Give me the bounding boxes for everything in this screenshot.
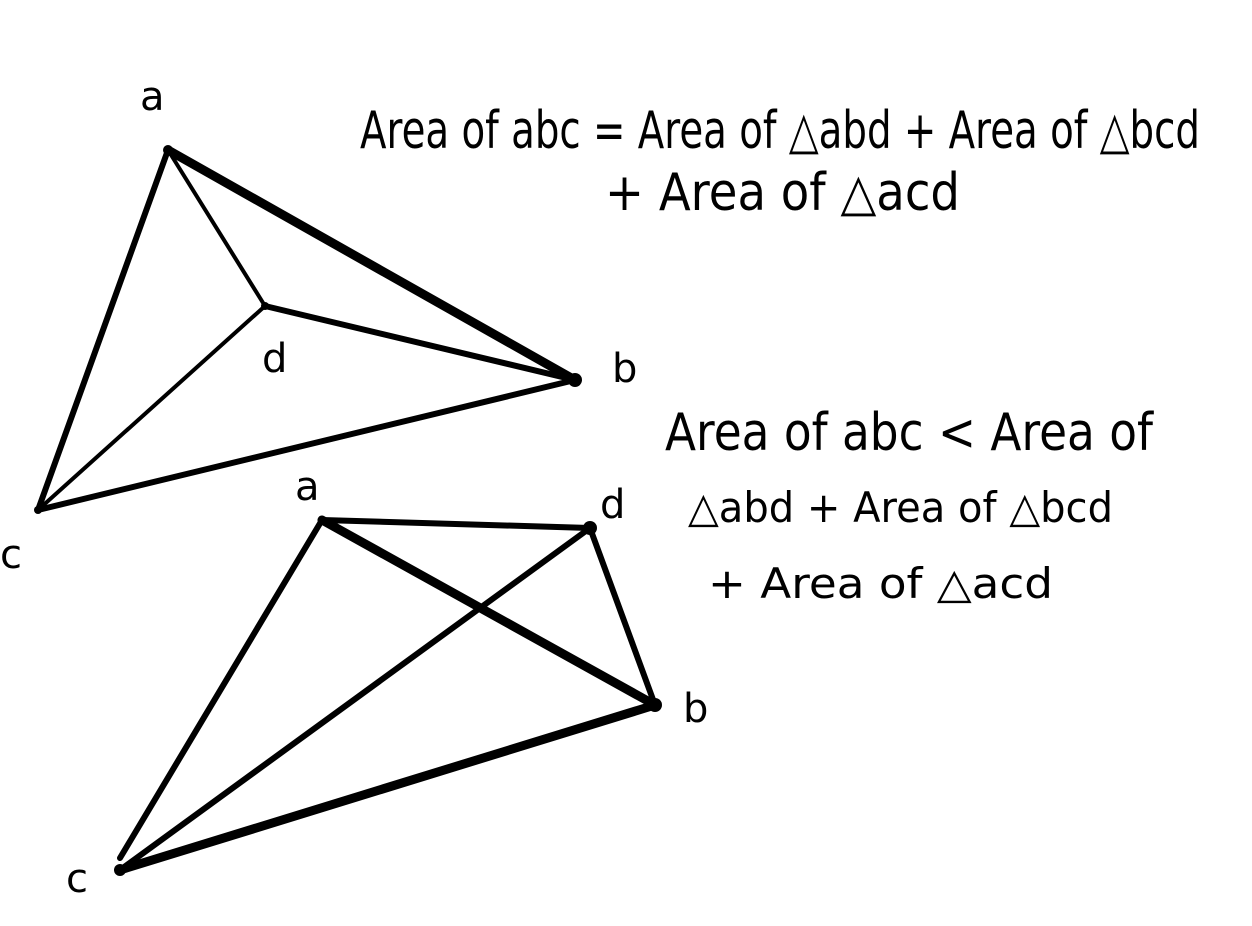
top-vertex-c bbox=[34, 506, 42, 514]
top-vertex-a bbox=[163, 145, 173, 155]
top-edge-ab bbox=[163, 145, 580, 385]
top-edge-db bbox=[262, 303, 578, 383]
top-vertex-d bbox=[261, 302, 269, 310]
top-edge-cb bbox=[35, 377, 578, 513]
top-vertex-b bbox=[568, 373, 582, 387]
top-label-b: b bbox=[612, 346, 637, 392]
top-label-c: c bbox=[0, 532, 22, 578]
bottom-edge-ab bbox=[317, 515, 660, 710]
bottom-edge-ac bbox=[117, 517, 325, 861]
bottom-label-d: d bbox=[600, 482, 625, 528]
bottom-edge-ad bbox=[319, 517, 593, 531]
top-note-line1: Area of abc = Area of △abd + Area of △bc… bbox=[360, 101, 1200, 161]
bottom-note-line1: Area of abc < Area of bbox=[665, 403, 1154, 463]
bottom-edge-cb bbox=[115, 700, 660, 875]
top-label-d: d bbox=[262, 336, 287, 382]
bottom-vertex-b bbox=[648, 698, 662, 712]
top-edge-cd bbox=[36, 304, 267, 512]
bottom-label-a: a bbox=[295, 464, 320, 510]
top-edge-ad bbox=[166, 148, 267, 308]
bottom-note-line2: △abd + Area of △bcd bbox=[688, 483, 1113, 532]
bottom-note-line3: + Area of △acd bbox=[708, 559, 1053, 608]
top-label-a: a bbox=[140, 74, 165, 120]
top-note-line2: + Area of △acd bbox=[605, 163, 960, 223]
bottom-edge-cd bbox=[117, 525, 593, 873]
top-edge-ac bbox=[35, 147, 171, 513]
bottom-label-c: c bbox=[66, 856, 88, 902]
top-diagram: a b c d bbox=[0, 74, 637, 578]
bottom-label-b: b bbox=[683, 686, 708, 732]
bottom-vertex-d bbox=[583, 521, 597, 535]
bottom-diagram: a b c d bbox=[66, 464, 708, 902]
bottom-edge-db bbox=[587, 525, 658, 708]
bottom-vertex-a bbox=[318, 516, 326, 524]
top-note: Area of abc = Area of △abd + Area of △bc… bbox=[360, 101, 1200, 223]
bottom-vertex-c bbox=[114, 864, 126, 876]
bottom-note: Area of abc < Area of △abd + Area of △bc… bbox=[665, 403, 1154, 608]
